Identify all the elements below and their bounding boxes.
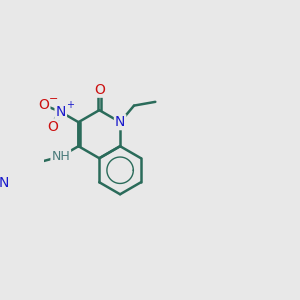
- Text: N: N: [115, 115, 125, 129]
- Text: O: O: [47, 119, 58, 134]
- Text: N: N: [56, 105, 66, 119]
- Text: NH: NH: [51, 150, 70, 163]
- Text: −: −: [49, 94, 58, 104]
- Text: O: O: [94, 83, 105, 97]
- Text: N: N: [0, 176, 9, 190]
- Text: +: +: [66, 100, 74, 110]
- Text: O: O: [38, 98, 50, 112]
